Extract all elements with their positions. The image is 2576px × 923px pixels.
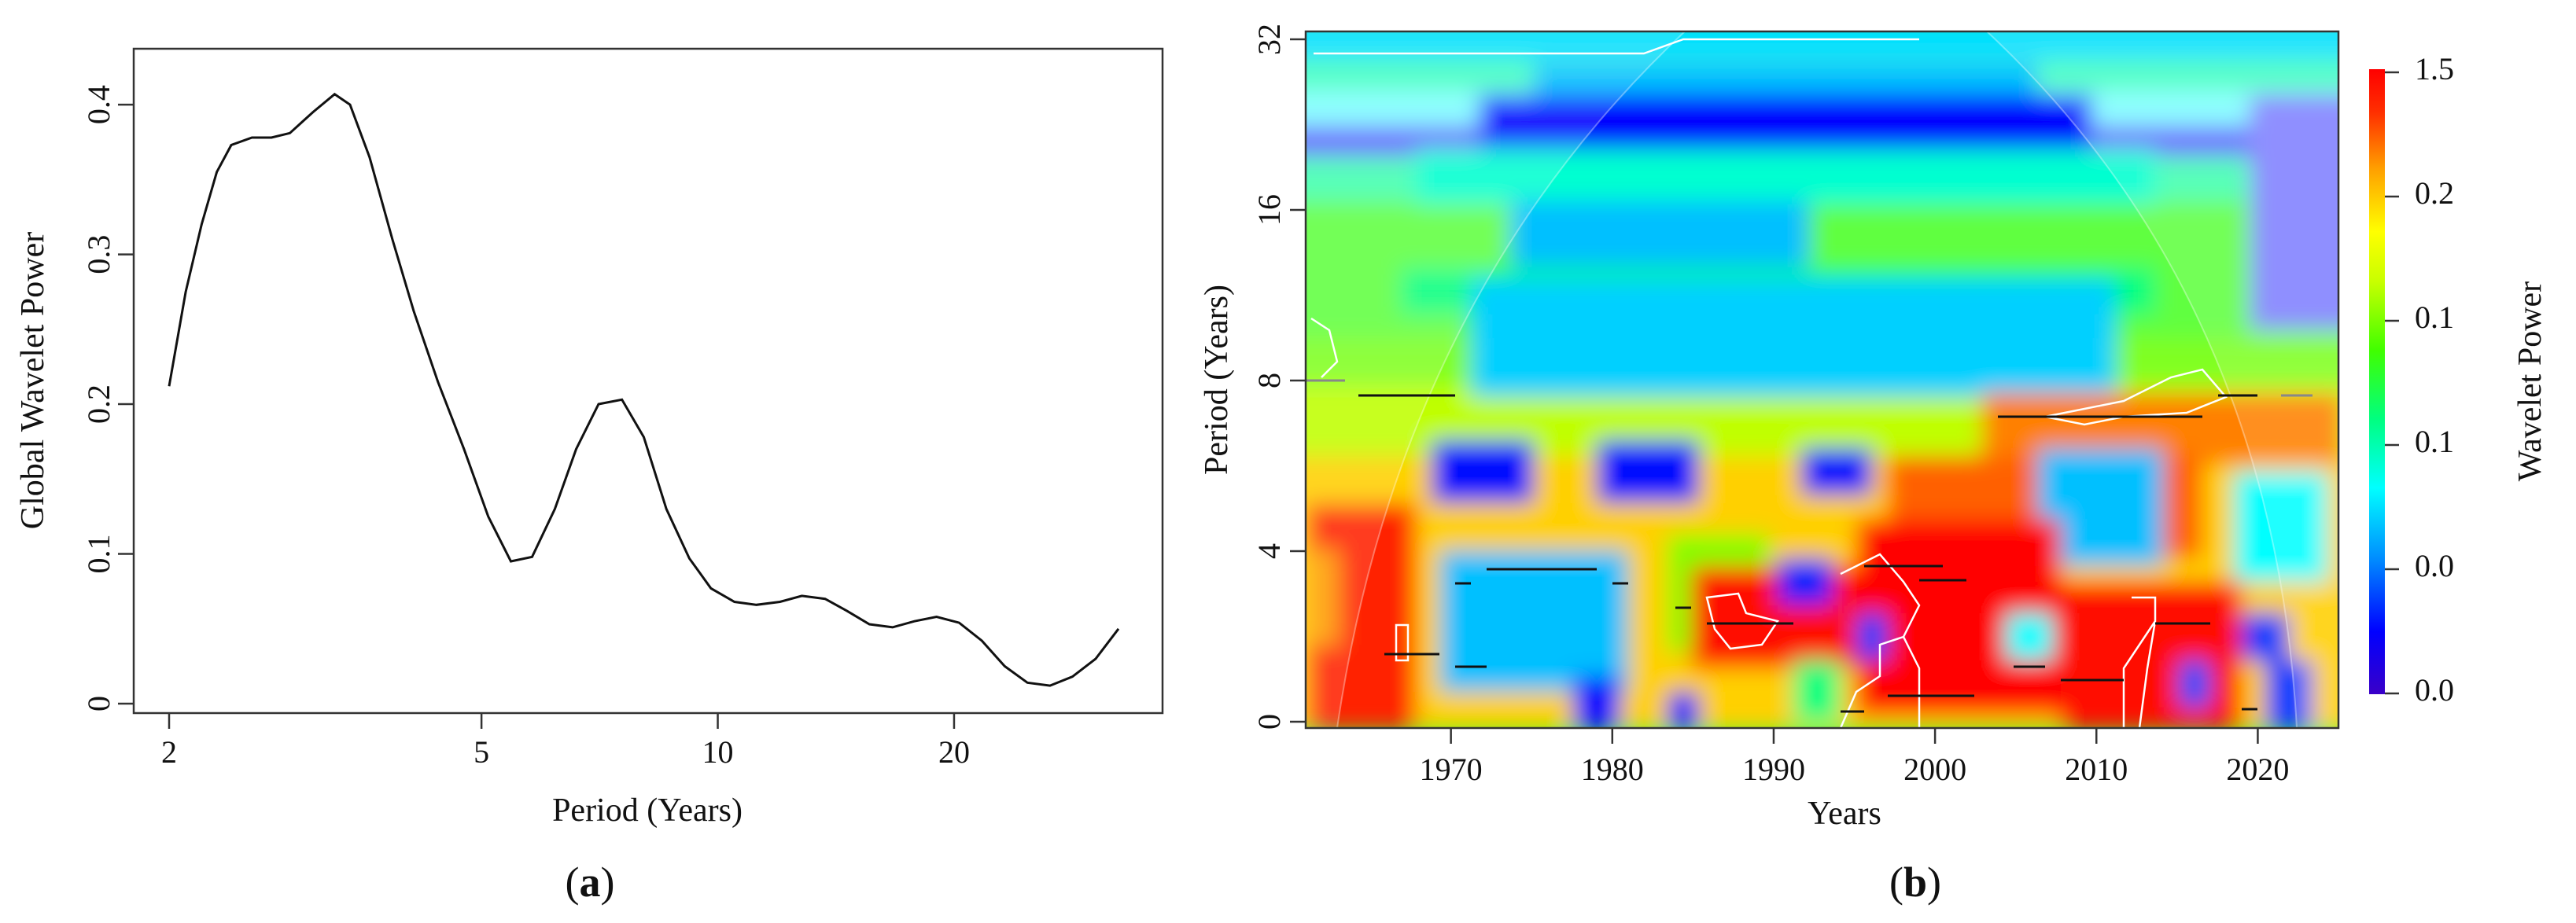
colorbar-tick-label: 0.1 [2415, 424, 2454, 459]
panel-b-y-tick-label: 8 [1251, 373, 1287, 388]
colorbar-tick-label: 0.1 [2415, 300, 2454, 335]
heatmap-color-field [1306, 31, 2338, 728]
heatmap-area [1306, 31, 2338, 728]
panel-b-y-tick-label: 4 [1251, 543, 1287, 559]
panel-a-label: (a) [566, 859, 615, 906]
colorbar [2369, 69, 2385, 694]
global-wavelet-power-line [168, 92, 1120, 687]
cone-of-influence-edge [1336, 31, 2298, 728]
colorbar-label: Wavelet Power [2512, 281, 2548, 481]
ridge-lines [1358, 394, 2257, 713]
panel-b-x-ticks: 1970 1980 1990 2000 2010 2020 [1420, 728, 2289, 787]
panel-a-y-axis-label: Global Wavelet Power [15, 232, 51, 529]
colorbar-tick-label: 1.5 [2415, 51, 2454, 86]
panel-a-y-tick-label: 0.2 [81, 384, 116, 424]
panel-b-x-tick-label: 1970 [1420, 752, 1483, 787]
colorbar-tick-label: 0.2 [2415, 175, 2454, 211]
colorbar-tick-label: 0.0 [2415, 548, 2454, 583]
panel-a-frame [132, 47, 1164, 715]
panel-b-y-tick-label: 16 [1251, 194, 1287, 226]
panel-b-label: (b) [1889, 859, 1941, 906]
significance-contours [1310, 38, 2228, 728]
panel-b-wavelet-heatmap: 0 4 8 16 32 1970 1980 1990 2000 2010 2020 Years P… [1199, 24, 2548, 906]
panel-b-x-tick-label: 1990 [1742, 752, 1805, 787]
panel-a-x-tick-label: 10 [702, 734, 734, 770]
panel-a-x-ticks: 2 5 10 20 [161, 713, 970, 770]
panel-a-line-chart: 0 0.1 0.2 0.3 0.4 2 5 10 20 Period (Years) Glob… [15, 47, 1164, 906]
panel-b-x-tick-label: 2020 [2226, 752, 2289, 787]
panel-a-y-ticks: 0 0.1 0.2 0.3 0.4 [81, 85, 134, 712]
panel-a-y-tick-label: 0.3 [81, 235, 116, 274]
panel-b-x-axis-label: Years [1808, 796, 1881, 832]
colorbar-ticks: 1.5 0.2 0.1 0.1 0.0 0.0 [2385, 51, 2454, 708]
panel-b-y-ticks: 0 4 8 16 32 [1251, 24, 1306, 730]
panel-a-y-tick-label: 0 [81, 696, 116, 712]
panel-a-x-axis-label: Period (Years) [552, 792, 743, 829]
panel-a-x-tick-label: 20 [938, 734, 970, 770]
panel-b-x-tick-label: 2000 [1903, 752, 1966, 787]
panel-b-x-tick-label: 1980 [1581, 752, 1644, 787]
panel-a-y-tick-label: 0.1 [81, 535, 116, 574]
panel-a-x-tick-label: 5 [474, 734, 489, 770]
panel-a-x-tick-label: 2 [161, 734, 177, 770]
panel-b-y-axis-label: Period (Years) [1199, 285, 1235, 475]
colorbar-tick-label: 0.0 [2415, 672, 2454, 708]
cone-of-influence-left-shade [1306, 31, 1685, 728]
panel-b-y-tick-label: 32 [1251, 24, 1287, 55]
panel-b-y-tick-label: 0 [1251, 714, 1287, 730]
cone-of-influence-right-shade [1987, 31, 2338, 728]
panel-b-x-tick-label: 2010 [2065, 752, 2128, 787]
edge-markers [1306, 379, 2313, 397]
panel-a-y-tick-label: 0.4 [81, 85, 116, 124]
